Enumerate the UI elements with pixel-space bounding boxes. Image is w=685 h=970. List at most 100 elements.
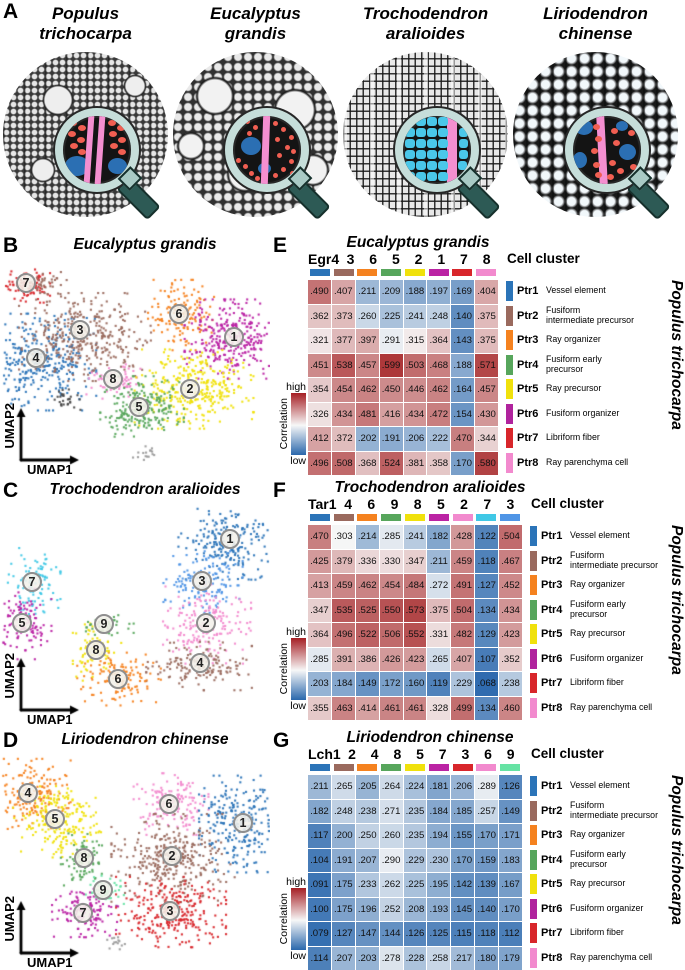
cluster-color-swatch [476,764,497,771]
cluster-badge: 4 [18,783,38,803]
ptr-cell-type-line: precursor [570,858,608,869]
cell-cartoon-shape [427,150,437,159]
cell-cartoon-shape [459,150,468,159]
species-name-line2: aralioides [385,24,466,44]
ptr-color-swatch [506,428,513,449]
heatmap-panel-g: G Liriodendron chinense Lch1 2 4 8 5 7 3 6 9 Cell c… [270,727,685,970]
ptr-cell-type-name: Fusiform intermediate precursor [570,801,658,820]
cluster-badge: 6 [169,304,189,324]
cell-cartoon-shape [70,143,78,149]
ptr-cell-type-line: Ray organizer [546,334,601,345]
cluster-color-swatch [476,514,497,521]
heatmap-cell: .499 [451,696,475,720]
ptr-id-label: Ptr2 [541,554,563,567]
umap2-axis-label: UMAP2 [2,896,17,942]
cell-cartoon-shape [405,139,415,148]
cluster-badge: 6 [159,794,179,814]
heatmap-cell: .372 [331,427,355,451]
heatmap-cell: .211 [355,280,379,304]
heatmap-cell: .112 [499,922,522,946]
heatmap-cell: .222 [427,427,451,451]
cluster-column-label: 2 [414,251,423,267]
heatmap-cell: .457 [475,378,498,402]
populus-side-label: Populus trichocarpa [668,775,685,925]
species-name: Liriodendron chinense [512,4,679,50]
ptr-cell-type-name: Ray parenchyma cell [570,951,653,963]
cell-cartoon-shape [438,117,448,126]
cell-cartoon-shape [108,158,127,174]
colorbar-low-label: low [290,950,306,962]
colorbar-body: Correlation [272,888,306,950]
cell-cartoon-shape [609,160,616,166]
ptr-color-swatch [530,923,537,944]
heatmap-cell: .482 [451,623,475,647]
heatmap-cell: .375 [475,329,498,353]
ptr-legend-row: Ptr6 Fusiform organizer [530,647,658,672]
heatmap-cell: .211 [427,549,451,573]
cell-cartoon-shape [416,161,426,170]
heatmap-cell: .262 [379,873,403,897]
cluster-badge: 5 [129,397,149,417]
cluster-column-label: 7 [483,496,492,512]
heatmap-cell: .164 [451,378,475,402]
ptr-id-label: Ptr5 [517,383,539,396]
cell-cartoon-shape [416,139,426,148]
ptr-id-label: Ptr1 [517,285,539,298]
ptr-color-swatch [530,526,537,547]
cluster-color-swatch [333,269,354,276]
heatmap-cell: .423 [403,647,427,671]
umap-panel-d: D Liriodendron chinense 4 5 6 1 2 8 9 7 3 UMAP1 UMAP… [0,727,270,970]
heatmap-cell: .303 [331,525,355,549]
heatmap-cell: .170 [475,824,499,848]
heatmap-cell: .504 [499,525,522,549]
cluster-header-row: Egr4 3 6 5 2 1 7 8 [308,251,498,267]
cell-cluster-label: Cell cluster [531,746,604,761]
heatmap-cell: .211 [308,775,331,799]
cell-cartoon-shape [247,131,252,136]
cell-cartoon-shape [273,121,278,126]
cluster-color-swatch [428,764,449,771]
colorbar-body: Correlation [272,393,306,455]
cell-cartoon-shape [593,124,600,130]
heatmap-cell: .228 [403,946,427,970]
heatmap-cell: .155 [451,824,475,848]
cell-cartoon-shape [630,164,637,170]
ptr-legend: Ptr1 Vessel element Ptr2 Fusiform intermedia… [530,524,658,720]
heatmap-cell: .413 [308,574,331,598]
cluster-color-swatches [308,764,522,772]
heatmap-cell: .434 [403,402,427,426]
cluster-column-label: 5 [416,746,424,762]
heatmap-cell: .508 [331,451,355,475]
heatmap-cell: .344 [475,427,498,451]
cluster-badge: 1 [224,327,244,347]
cluster-badge: 2 [180,379,200,399]
heatmap-cell: .468 [427,353,451,377]
umap1-axis-label: UMAP1 [27,955,73,970]
species-name-line2: trichocarpa [39,24,132,44]
heatmap-cell: .145 [451,897,475,921]
heatmap-cell: .347 [308,598,331,622]
ptr-legend-row: Ptr5 Ray precursor [530,622,658,647]
cell-cartoon-shape [277,153,282,158]
cluster-column-label: 2 [460,496,468,512]
umap-panel-b: B Eucalyptus grandis 7 4 3 8 6 1 2 5 UMAP1 UMAP2 [0,232,270,477]
cluster-badge: 4 [190,653,210,673]
cell-cartoon-shape [611,128,618,134]
heatmap-cell: .550 [379,598,403,622]
heatmap-cell: .115 [451,922,475,946]
ptr-id-label: Ptr3 [541,829,563,842]
heatmap-cell: .375 [475,304,498,328]
ptr-legend-row: Ptr1 Vessel element [506,279,634,304]
cell-cartoon-shape [593,162,600,168]
heatmap-cell: .230 [427,848,451,872]
heatmap-cell: .170 [451,451,475,475]
cluster-column-label: Egr4 [308,251,340,267]
cluster-color-swatch [476,269,497,276]
heatmap-cell: .571 [475,353,498,377]
heatmap-cell: .264 [379,775,403,799]
ptr-cell-type-line: Ray parenchyma cell [570,951,653,962]
heatmap-cell: .229 [451,672,475,696]
colorbar-low-label: low [290,700,306,712]
colorbar-low-label: low [290,455,306,467]
umap1-axis-label: UMAP1 [27,462,73,477]
